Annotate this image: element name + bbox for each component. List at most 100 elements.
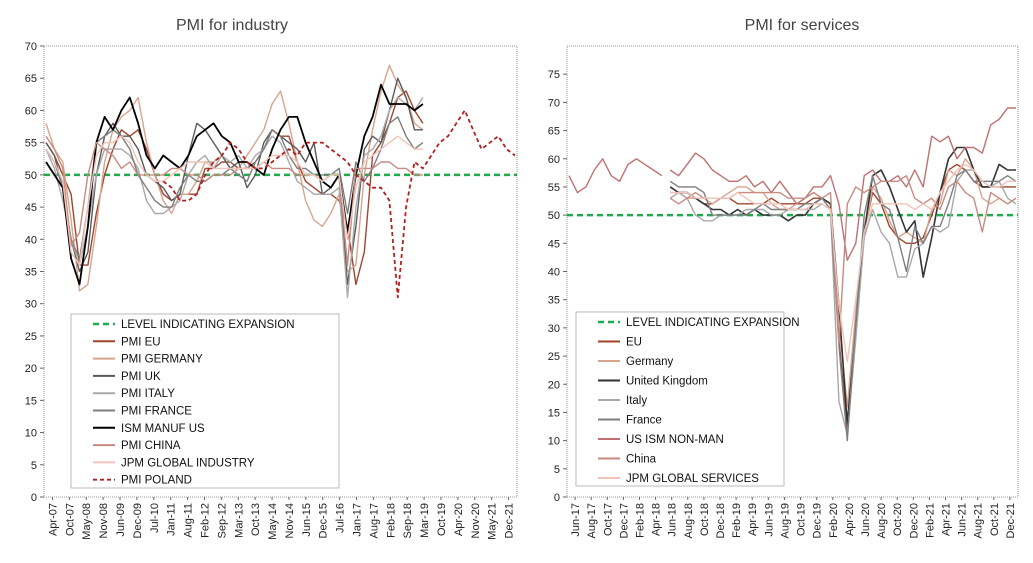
legend-label: France [626, 415, 662, 427]
x-tick-label: Aug-18 [683, 503, 695, 538]
y-tick-label: 5 [31, 460, 37, 472]
y-tick-label: 5 [554, 464, 560, 476]
x-tick-label: Oct-13 [250, 503, 262, 536]
x-tick-label: Aug-19 [779, 503, 791, 538]
legend-label: PMI CHINA [121, 440, 181, 452]
legend-label: PMI FRANCE [121, 406, 192, 418]
x-tick-label: Feb-21 [924, 503, 936, 538]
x-tick-label: Jan-17 [352, 503, 364, 537]
y-tick-label: 40 [548, 267, 560, 279]
y-tick-label: 0 [554, 492, 560, 504]
series-line-extra-9 [568, 158, 663, 194]
x-tick-label: Oct-20 [892, 503, 904, 536]
x-tick-label: Apr-18 [651, 503, 663, 536]
x-tick-label: Aug-11 [183, 503, 195, 538]
x-tick-label: Oct-21 [989, 503, 1001, 536]
x-tick-label: Apr-20 [844, 503, 856, 536]
x-tick-label: Sep-12 [216, 503, 228, 538]
x-tick-label: Jun-19 [763, 503, 775, 537]
series-line-us-ism-non-man [669, 107, 1016, 261]
legend-box [70, 313, 340, 489]
legend-label: JPM GLOBAL SERVICES [626, 473, 759, 485]
y-tick-label: 60 [548, 154, 560, 166]
x-tick-label: Aug-20 [876, 503, 888, 538]
x-tick-label: Jun-18 [667, 503, 679, 537]
x-tick-label: Aug-17 [586, 503, 598, 538]
series-line-ism-manuf-us [45, 83, 424, 286]
x-tick-label: Nov-14 [284, 503, 296, 538]
series-line-pmi-china [45, 135, 423, 266]
y-tick-label: 20 [25, 363, 37, 375]
x-tick-label: Oct-19 [796, 503, 808, 536]
x-tick-label: Mar-13 [233, 503, 245, 538]
y-tick-label: 45 [548, 238, 560, 250]
x-tick-label: May-21 [487, 503, 499, 540]
x-tick-label: Apr-19 [747, 503, 759, 536]
x-tick-label: Nov-08 [98, 503, 110, 538]
legend-label: PMI EU [121, 336, 161, 348]
x-tick-label: Jun-09 [115, 503, 127, 537]
y-tick-label: 70 [548, 97, 560, 109]
legend-label: EU [626, 337, 642, 349]
x-tick-label: Dec-19 [812, 503, 824, 538]
x-tick-label: Dec-09 [132, 503, 144, 538]
legend-label: US ISM NON-MAN [626, 434, 724, 446]
x-tick-label: Aug-17 [368, 503, 380, 538]
industry-chart: 0 5 10 15 20 25 30 35 40 45 50 55 60 65 70 Apr-07 Oct-07… [25, 41, 518, 540]
x-tick-label: Sep-18 [402, 503, 414, 538]
series-line-united-kingdom [669, 146, 1016, 425]
legend-label: PMI GERMANY [121, 354, 203, 366]
y-tick-label: 10 [548, 436, 560, 448]
legend-label: Italy [626, 395, 647, 407]
x-tick-label: Jul-10 [149, 503, 161, 533]
y-tick-label: 25 [548, 351, 560, 363]
x-tick-label: Aug-21 [973, 503, 985, 538]
x-tick-label: Jun-20 [860, 503, 872, 537]
series-line-jpm-global-industry [45, 135, 423, 266]
x-tick-label: Dec-15 [318, 503, 330, 538]
x-tick-label: Oct-07 [64, 503, 76, 536]
x-tick-label: Jan-11 [166, 503, 178, 536]
legend-label: JPM GLOBAL INDUSTRY [121, 457, 255, 469]
x-tick-label: Mar-19 [419, 503, 431, 538]
x-tick-label: May-08 [81, 503, 93, 540]
series-line-pmi-uk [45, 77, 423, 286]
x-tick-label: Oct-18 [699, 503, 711, 536]
y-tick-label: 30 [25, 299, 37, 311]
legend-label: PMI UK [121, 371, 161, 383]
series-line-pmi-eu [45, 90, 424, 286]
x-tick-label: Apr-21 [941, 503, 953, 536]
x-tick-label: Feb-20 [828, 503, 840, 538]
x-tick-label: Jun-21 [957, 503, 969, 537]
y-tick-label: 0 [31, 492, 37, 504]
x-tick-label: Apr-20 [453, 503, 465, 536]
series-line-jpm-global-services [670, 163, 1016, 363]
x-tick-label: Feb-12 [199, 503, 211, 538]
series-line-pmi-italy [45, 96, 424, 298]
series-line-france [669, 169, 1017, 442]
legend-label: Germany [626, 356, 674, 368]
y-tick-label: 10 [25, 428, 37, 440]
y-tick-label: 40 [25, 234, 37, 246]
legend-label: LEVEL INDICATING EXPANSION [626, 317, 800, 329]
y-tick-label: 25 [25, 331, 37, 343]
x-tick-label: Jun-17 [570, 503, 582, 537]
x-tick-label: Feb-18 [385, 503, 397, 538]
y-tick-label: 65 [25, 73, 37, 85]
services-chart-title: PMI for services [745, 17, 860, 34]
y-tick-label: 35 [548, 295, 560, 307]
x-tick-label: Nov-20 [470, 503, 482, 538]
y-tick-label: 50 [25, 170, 37, 182]
legend-label: ISM MANUF US [121, 423, 205, 435]
x-tick-label: Dec-21 [1005, 503, 1017, 538]
x-tick-label: Dec-20 [908, 503, 920, 538]
y-tick-label: 30 [548, 323, 560, 335]
x-tick-label: Apr-07 [47, 503, 59, 536]
legend-label: PMI ITALY [121, 388, 175, 400]
y-tick-label: 75 [548, 69, 560, 81]
series-line-pmi-poland [162, 109, 516, 299]
y-tick-label: 70 [25, 41, 37, 53]
x-tick-label: Oct-19 [436, 503, 448, 536]
